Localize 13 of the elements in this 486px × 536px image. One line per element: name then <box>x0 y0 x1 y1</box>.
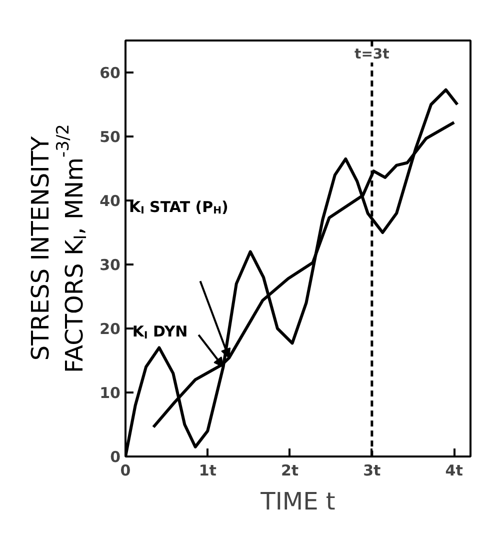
x-tick-label: 3t <box>363 462 381 480</box>
y-tick-label: 30 <box>100 256 120 274</box>
y-tick-label: 0 <box>110 448 120 466</box>
annotation: t=3t <box>354 46 390 62</box>
x-tick-label: 2t <box>280 462 299 480</box>
x-tick-label: 4t <box>445 462 463 480</box>
y-tick-label: 60 <box>100 64 120 82</box>
y-tick-label: 20 <box>100 320 120 338</box>
x-axis-title: TIME t <box>260 488 336 516</box>
y-tick-label: 10 <box>100 384 120 402</box>
y-tick-label: 40 <box>100 192 120 210</box>
y-tick-label: 50 <box>100 128 120 146</box>
x-tick-label: 1t <box>198 462 216 480</box>
